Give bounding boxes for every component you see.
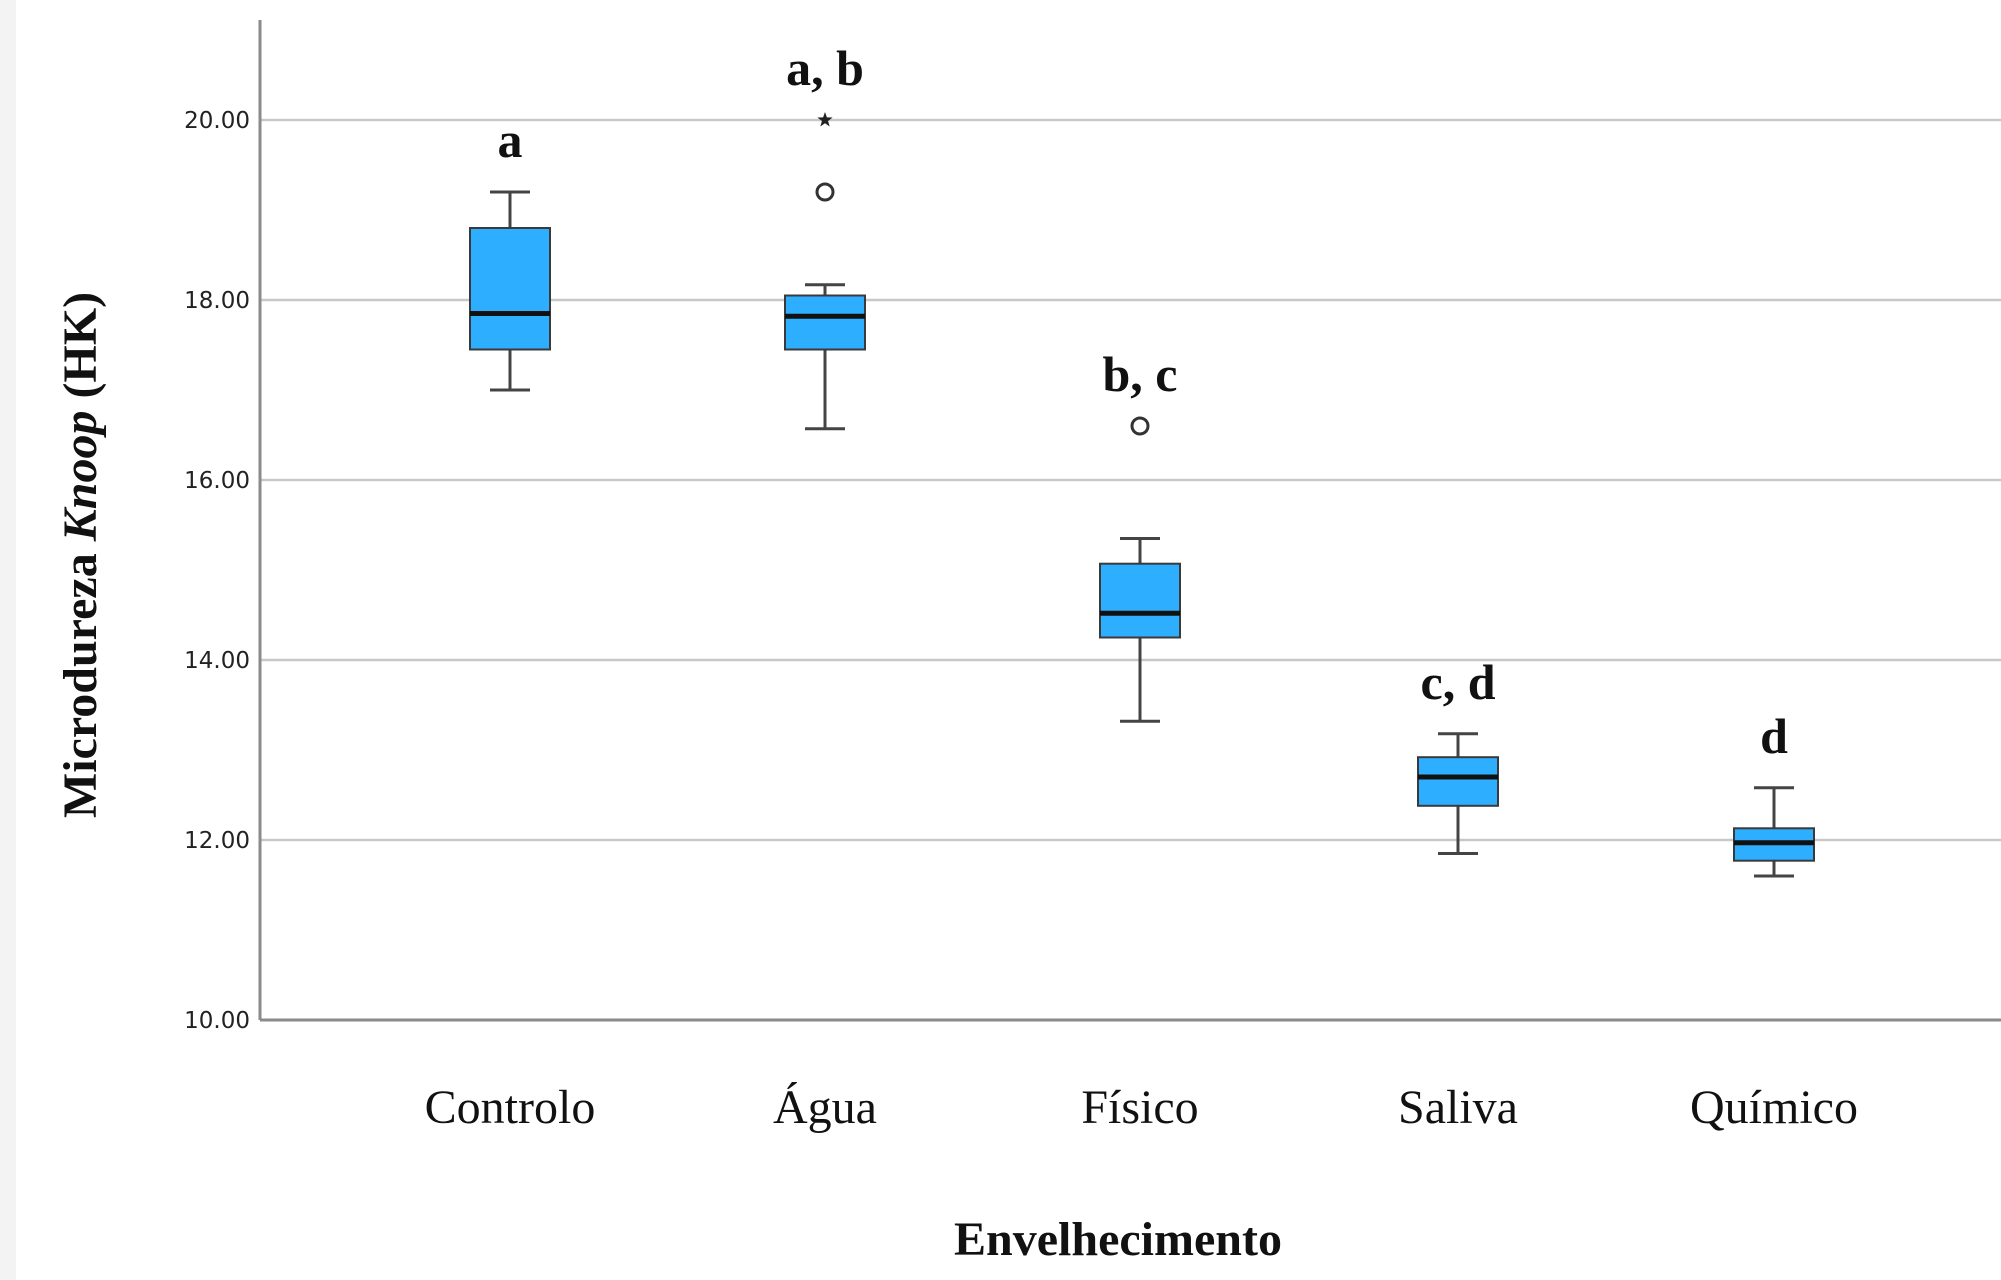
y-axis-title-italic: Knoop (54, 411, 107, 543)
significance-letters: c, d (1421, 654, 1496, 710)
y-tick-label: 18.00 (184, 288, 250, 314)
box-group: a, b (784, 40, 866, 431)
outlier-point (1130, 416, 1150, 436)
y-tick-label: 20.00 (184, 108, 250, 134)
box-group: c, d (1417, 654, 1499, 855)
x-category-label: Físico (1081, 1081, 1198, 1134)
y-axis-title: Microdureza Knoop (HK) (54, 292, 107, 818)
x-category-label: Água (773, 1081, 877, 1134)
box-iqr (784, 294, 866, 351)
y-tick-label: 16.00 (184, 468, 250, 494)
significance-letters: b, c (1103, 346, 1178, 402)
y-tick-labels: 10.00 12.00 14.00 16.00 18.00 20.00 (184, 108, 250, 1034)
significance-letters: d (1760, 708, 1788, 764)
x-category-label: Saliva (1398, 1081, 1518, 1134)
boxes: a a, b b, c c, d d (469, 40, 1815, 878)
box-iqr (469, 227, 551, 351)
outlier-point (815, 182, 835, 202)
box-group: d (1733, 708, 1815, 878)
box-group: a (469, 112, 551, 392)
chart-panel (16, 0, 2001, 1280)
axes (258, 20, 2001, 1022)
x-category-label: Controlo (425, 1081, 596, 1134)
y-tick-label: 12.00 (184, 828, 250, 854)
extreme-point (817, 112, 833, 127)
y-tick-label: 14.00 (184, 648, 250, 674)
box-iqr (1099, 562, 1181, 639)
y-axis-title-suffix: (HK) (54, 292, 107, 411)
box-iqr (1417, 756, 1499, 807)
x-axis-title: Envelhecimento (954, 1213, 1282, 1266)
significance-letters: a (498, 112, 523, 168)
box-group: b, c (1099, 346, 1181, 723)
y-axis-title-prefix: Microdureza (54, 541, 107, 818)
significance-letters: a, b (786, 40, 864, 96)
y-tick-label: 10.00 (184, 1008, 250, 1034)
x-category-label: Químico (1690, 1081, 1858, 1134)
x-category-labels: Controlo Água Físico Saliva Químico (425, 1081, 1858, 1134)
